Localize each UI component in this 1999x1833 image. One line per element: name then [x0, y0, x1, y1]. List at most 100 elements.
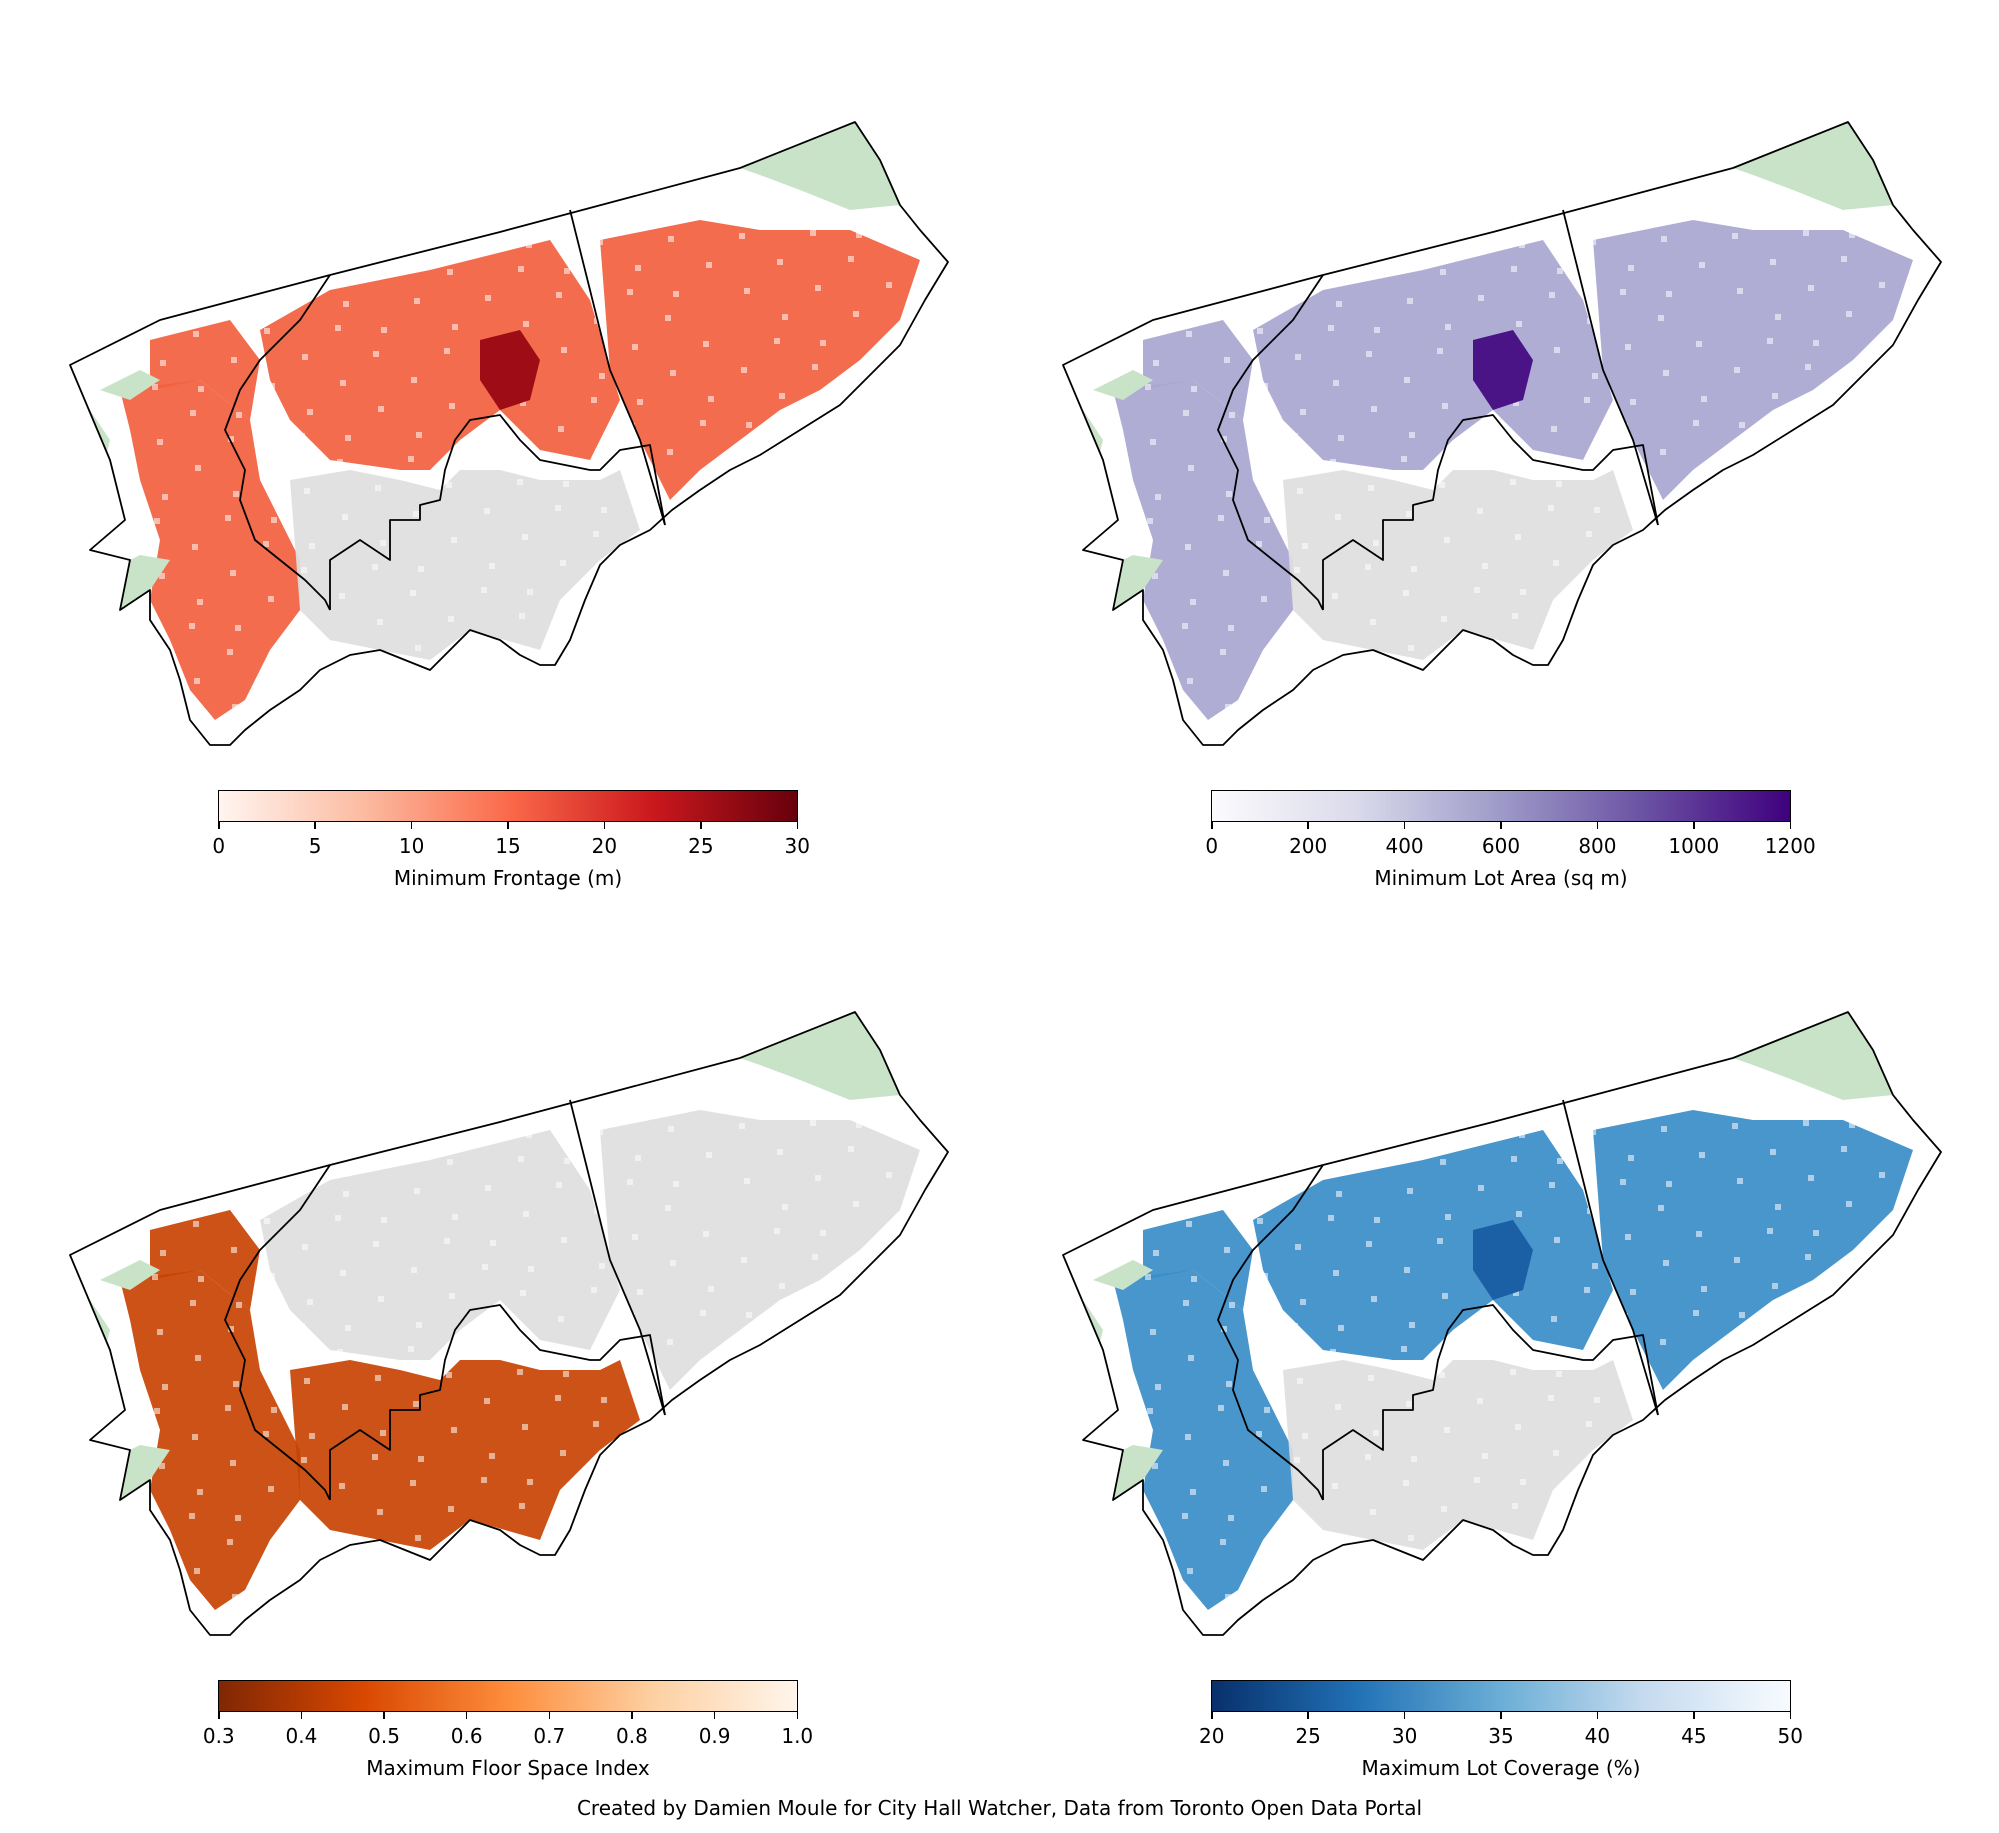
texture-speck [1622, 423, 1628, 429]
texture-speck [557, 1529, 563, 1535]
texture-speck [920, 600, 926, 606]
texture-speck [1877, 708, 1883, 714]
texture-speck [189, 623, 195, 629]
texture-speck [197, 599, 203, 605]
texture-speck [1225, 704, 1231, 710]
texture-speck [378, 1296, 384, 1302]
texture-speck [928, 576, 934, 582]
texture-speck [1337, 1538, 1343, 1544]
zone-northeast [1593, 220, 1913, 500]
texture-speck [893, 471, 899, 477]
texture-speck [412, 164, 418, 170]
texture-speck [884, 708, 890, 714]
texture-speck [1447, 458, 1453, 464]
texture-speck [885, 1385, 891, 1391]
texture-speck [1224, 357, 1230, 363]
texture-speck [199, 1063, 205, 1069]
colorbar-tick-label: 25 [1295, 1724, 1321, 1748]
texture-speck [1149, 652, 1155, 658]
texture-speck [1365, 1454, 1371, 1460]
texture-speck [451, 537, 457, 543]
texture-speck [1661, 236, 1667, 242]
texture-speck [1364, 1107, 1370, 1113]
texture-speck [1329, 672, 1335, 678]
texture-speck [1883, 1440, 1889, 1446]
texture-speck [820, 340, 826, 346]
texture-speck [1367, 1588, 1373, 1594]
texture-speck [1440, 1159, 1446, 1165]
colorbar-tick [314, 822, 316, 829]
texture-speck [1885, 684, 1891, 690]
texture-speck [1479, 1532, 1485, 1538]
texture-speck [1481, 216, 1487, 222]
texture-speck [232, 704, 238, 710]
texture-speck [301, 567, 307, 573]
texture-speck [847, 469, 853, 475]
texture-speck [1410, 1109, 1416, 1115]
texture-speck [527, 1479, 533, 1485]
texture-speck [161, 707, 167, 713]
texture-speck [779, 1283, 785, 1289]
texture-speck [595, 665, 601, 671]
texture-speck [1403, 590, 1409, 596]
texture-speck [926, 442, 932, 448]
city-boundary [1062, 121, 1942, 746]
texture-speck [704, 688, 710, 694]
texture-speck [743, 1391, 749, 1397]
texture-speck [198, 1276, 204, 1282]
district-boundary [569, 1099, 666, 1416]
texture-speck [198, 386, 204, 392]
texture-speck [1117, 1358, 1123, 1364]
texture-speck [1517, 668, 1523, 674]
texture-speck [1183, 1300, 1189, 1306]
texture-speck [1813, 340, 1819, 346]
texture-speck [451, 1427, 457, 1433]
texture-speck [747, 1099, 753, 1105]
zone-north [1253, 1130, 1613, 1360]
district-boundary [1562, 209, 1659, 526]
texture-speck [1221, 436, 1227, 442]
texture-speck [1657, 1418, 1663, 1424]
texture-speck [454, 458, 460, 464]
texture-speck [412, 1054, 418, 1060]
texture-speck [1739, 1312, 1745, 1318]
texture-speck [450, 1080, 456, 1086]
colorbar-tick-label: 0.6 [450, 1724, 483, 1748]
texture-speck [409, 1133, 415, 1139]
texture-speck [264, 1218, 270, 1224]
texture-speck [335, 1215, 341, 1221]
texture-speck [455, 1135, 461, 1141]
texture-speck [884, 1598, 890, 1604]
texture-speck [487, 429, 493, 435]
texture-speck [1519, 242, 1525, 248]
texture-speck [1663, 370, 1669, 376]
texture-speck [1408, 645, 1414, 651]
texture-speck [300, 220, 306, 226]
texture-speck [921, 387, 927, 393]
texture-speck [1551, 426, 1557, 432]
zone-northwest [150, 1210, 260, 1310]
texture-speck [1224, 1247, 1230, 1253]
texture-speck [629, 1313, 635, 1319]
texture-speck [1733, 1470, 1739, 1476]
texture-speck [1333, 380, 1339, 386]
texture-speck [335, 325, 341, 331]
texture-speck [196, 1142, 202, 1148]
texture-speck [1151, 226, 1157, 232]
texture-speck [564, 268, 570, 274]
texture-speck [1584, 1287, 1590, 1293]
texture-speck [1369, 272, 1375, 278]
texture-speck [262, 1084, 268, 1090]
texture-speck [1191, 1276, 1197, 1282]
texture-speck [90, 1040, 96, 1046]
texture-speck [924, 308, 930, 314]
texture-speck [593, 1421, 599, 1427]
texture-speck [301, 1457, 307, 1463]
texture-speck [1183, 410, 1189, 416]
texture-speck [740, 580, 746, 586]
texture-speck [669, 1473, 675, 1479]
colorbar-tick-label: 0 [1205, 834, 1219, 858]
texture-speck [525, 1345, 531, 1351]
texture-speck [1374, 1217, 1380, 1223]
texture-speck [1334, 167, 1340, 173]
